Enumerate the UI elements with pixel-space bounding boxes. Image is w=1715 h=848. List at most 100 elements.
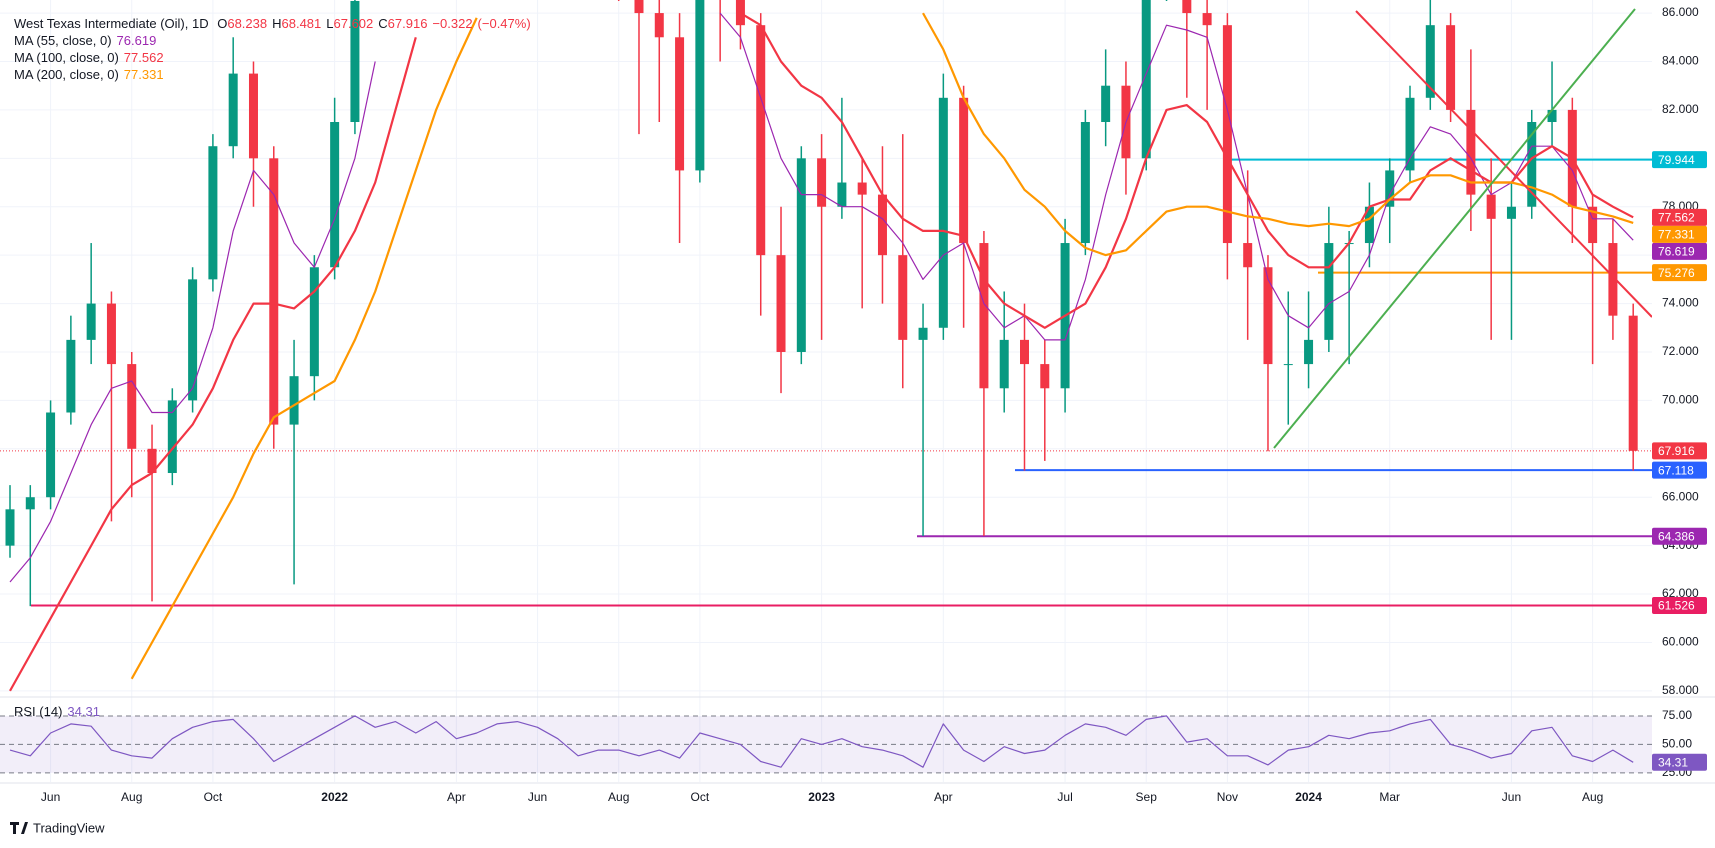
ma-value: 76.619 — [116, 33, 157, 48]
candle-body — [959, 97, 969, 244]
candle-body — [654, 13, 664, 38]
candle-body — [918, 327, 928, 340]
rsi-tick-label: 50.00 — [1662, 737, 1692, 751]
candle-body — [1506, 206, 1516, 219]
price-badge: 77.331 — [1652, 225, 1707, 243]
x-tick-label: 2022 — [321, 790, 348, 804]
x-tick-label: Nov — [1217, 790, 1238, 804]
candle-body — [695, 0, 705, 171]
candle-body — [796, 158, 806, 352]
candle-body — [877, 194, 887, 256]
candle-body — [1405, 97, 1415, 171]
change: −0.322 — [432, 16, 473, 31]
rsi-legend: RSI (14) 34.31 — [14, 703, 100, 720]
candle-body — [1425, 25, 1435, 98]
candle-body — [634, 0, 644, 14]
badge-background — [1652, 597, 1707, 615]
candle-body — [66, 339, 76, 413]
x-tick-label: Aug — [608, 790, 629, 804]
y-tick-label: 86.000 — [1662, 5, 1699, 19]
candle-body — [330, 122, 340, 268]
candle-body — [1446, 25, 1456, 110]
candle-body — [1263, 267, 1273, 365]
badge-background — [1652, 264, 1707, 282]
moving-average — [9, 12, 1634, 692]
change-percent: (−0.47%) — [477, 16, 531, 31]
x-tick-label: Jun — [41, 790, 60, 804]
badge-label: 67.118 — [1658, 463, 1694, 477]
x-tick-label: Jun — [1502, 790, 1521, 804]
candle-body — [999, 339, 1009, 389]
brand-name: TradingView — [33, 820, 105, 835]
x-tick-label: Aug — [1582, 790, 1603, 804]
badge-label: 76.619 — [1658, 245, 1695, 259]
main-legend: West Texas Intermediate (Oil), 1D O68.23… — [14, 15, 536, 83]
candle-body — [1324, 243, 1334, 340]
y-tick-label: 72.000 — [1662, 344, 1699, 358]
candle-body — [86, 303, 96, 340]
candle-body — [837, 182, 847, 207]
badge-label: 67.916 — [1658, 444, 1695, 458]
candle-body — [1628, 315, 1638, 451]
x-tick-label: Aug — [121, 790, 142, 804]
trendline-down — [1355, 10, 1652, 318]
quote-label: H — [272, 16, 282, 31]
candle-body — [167, 400, 177, 474]
candle-body — [1101, 85, 1111, 123]
candle-body — [46, 412, 56, 498]
candle-body — [25, 497, 35, 510]
rsi-title: RSI (14) — [14, 704, 63, 719]
candle-body — [1141, 0, 1151, 159]
rsi-pane — [0, 715, 1652, 774]
x-tick-label: Mar — [1379, 790, 1400, 804]
ma-legend-row: MA (200, close, 0) 77.331 — [14, 66, 536, 83]
candle-body — [248, 73, 258, 159]
candle-body — [1588, 206, 1598, 244]
candle-body — [756, 25, 766, 256]
quote-value: 67.602 — [333, 16, 374, 31]
x-tick-label: Apr — [934, 790, 953, 804]
candle-body — [1040, 364, 1050, 389]
rsi-tick-label: 75.00 — [1662, 708, 1692, 722]
y-tick-label: 62.000 — [1662, 586, 1699, 600]
badge-background — [1652, 151, 1707, 169]
price-badge: 64.386 — [1652, 527, 1707, 545]
quote-value: 68.238 — [227, 16, 268, 31]
candle-body — [776, 255, 786, 352]
candle-body — [1608, 243, 1618, 316]
candle-body — [817, 158, 827, 207]
y-tick-label: 74.000 — [1662, 296, 1699, 310]
badge-label: 77.562 — [1658, 211, 1695, 225]
quote-label: O — [217, 16, 228, 31]
trendline-up — [1273, 8, 1636, 449]
badge-label: 75.276 — [1658, 266, 1695, 280]
badge-background — [1652, 442, 1707, 460]
rsi-value: 34.31 — [67, 704, 100, 719]
candle-body — [208, 146, 218, 280]
candle-body — [735, 0, 745, 26]
y-tick-label: 58.000 — [1662, 683, 1699, 697]
y-tick-label: 82.000 — [1662, 102, 1699, 116]
candle-body — [1547, 109, 1557, 123]
ma-value: 77.331 — [123, 67, 164, 82]
candle-body — [269, 158, 279, 425]
x-tick-label: Apr — [447, 790, 466, 804]
candle-body — [1202, 13, 1212, 26]
price-badge: 77.562 — [1652, 208, 1707, 226]
quote-value: 68.481 — [281, 16, 322, 31]
candle-body — [106, 303, 116, 365]
candle-body — [1243, 243, 1253, 268]
ma-name: MA (200, close, 0) — [14, 67, 119, 82]
price-badge: 75.276 — [1652, 264, 1707, 282]
x-tick-label: Jul — [1057, 790, 1072, 804]
price-pane — [0, 0, 1652, 692]
quote-value: 67.916 — [387, 16, 428, 31]
header-row: West Texas Intermediate (Oil), 1D O68.23… — [14, 15, 536, 32]
candle-body — [188, 279, 198, 401]
badge-background — [1652, 461, 1707, 479]
ma-legend-row: MA (100, close, 0) 77.562 — [14, 49, 536, 66]
candle-body — [1182, 0, 1192, 14]
moving-average — [130, 12, 1634, 680]
